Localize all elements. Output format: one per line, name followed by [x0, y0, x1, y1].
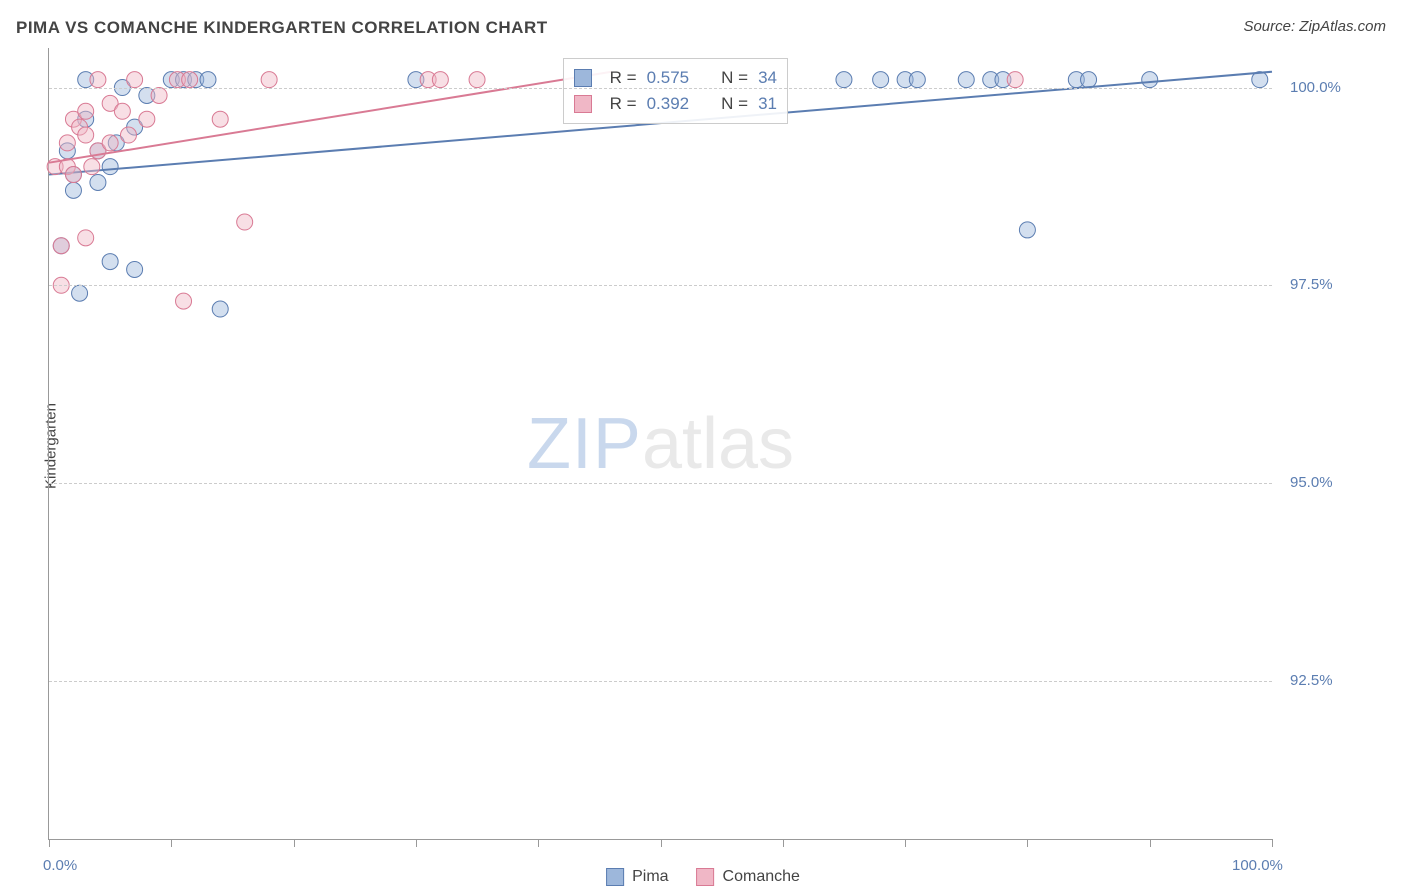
- legend-swatch-icon: [574, 95, 592, 113]
- data-point: [127, 72, 143, 88]
- x-tick-label: 0.0%: [43, 857, 77, 874]
- stats-r-value: 0.392: [647, 94, 690, 114]
- x-tick: [538, 839, 539, 847]
- grid-line: [49, 88, 1272, 89]
- data-point: [212, 301, 228, 317]
- x-tick: [171, 839, 172, 847]
- stats-n-value: 31: [758, 94, 777, 114]
- x-tick: [49, 839, 50, 847]
- stats-r-label: R =: [610, 68, 637, 88]
- stats-n-label: N =: [721, 68, 748, 88]
- y-tick-label: 97.5%: [1290, 276, 1333, 293]
- source-label: Source: ZipAtlas.com: [1243, 18, 1386, 35]
- x-tick: [1272, 839, 1273, 847]
- chart-container: PIMA VS COMANCHE KINDERGARTEN CORRELATIO…: [0, 0, 1406, 892]
- stats-r-value: 0.575: [647, 68, 690, 88]
- data-point: [469, 72, 485, 88]
- y-tick-label: 95.0%: [1290, 474, 1333, 491]
- data-point: [127, 261, 143, 277]
- legend-swatch-icon: [697, 868, 715, 886]
- stats-box: R = 0.575 N = 34 R = 0.392 N = 31: [563, 58, 788, 124]
- data-point: [176, 293, 192, 309]
- data-point: [65, 167, 81, 183]
- stats-r-label: R =: [610, 94, 637, 114]
- data-point: [200, 72, 216, 88]
- data-point: [261, 72, 277, 88]
- data-point: [84, 159, 100, 175]
- grid-line: [49, 681, 1272, 682]
- x-tick: [1027, 839, 1028, 847]
- data-point: [78, 127, 94, 143]
- data-point: [102, 254, 118, 270]
- legend-label: Pima: [632, 868, 668, 885]
- data-point: [65, 182, 81, 198]
- stats-row: R = 0.392 N = 31: [574, 91, 777, 117]
- y-tick-label: 100.0%: [1290, 79, 1341, 96]
- x-tick: [416, 839, 417, 847]
- data-point: [102, 135, 118, 151]
- legend-bottom: Pima Comanche: [606, 868, 800, 886]
- x-tick: [783, 839, 784, 847]
- data-point: [237, 214, 253, 230]
- grid-line: [49, 285, 1272, 286]
- data-point: [873, 72, 889, 88]
- data-point: [432, 72, 448, 88]
- grid-line: [49, 483, 1272, 484]
- data-point: [78, 230, 94, 246]
- data-point: [1019, 222, 1035, 238]
- legend-label: Comanche: [723, 868, 800, 885]
- x-tick-label: 100.0%: [1232, 857, 1283, 874]
- data-point: [182, 72, 198, 88]
- legend-swatch-icon: [574, 69, 592, 87]
- data-point: [1007, 72, 1023, 88]
- legend-item: Comanche: [697, 868, 800, 886]
- legend-swatch-icon: [606, 868, 624, 886]
- x-tick: [1150, 839, 1151, 847]
- data-point: [78, 103, 94, 119]
- data-point: [151, 87, 167, 103]
- stats-n-value: 34: [758, 68, 777, 88]
- data-point: [72, 285, 88, 301]
- x-tick: [661, 839, 662, 847]
- data-point: [90, 174, 106, 190]
- x-tick: [905, 839, 906, 847]
- chart-title: PIMA VS COMANCHE KINDERGARTEN CORRELATIO…: [16, 18, 548, 38]
- data-point: [114, 103, 130, 119]
- plot-area: ZIPatlas R =0.575N =34R =0.392N =31 92.5…: [48, 48, 1272, 840]
- data-point: [53, 238, 69, 254]
- data-point: [59, 135, 75, 151]
- data-point: [90, 72, 106, 88]
- y-tick-label: 92.5%: [1290, 672, 1333, 689]
- data-point: [836, 72, 852, 88]
- legend-item: Pima: [606, 868, 668, 886]
- data-point: [1081, 72, 1097, 88]
- data-point: [1142, 72, 1158, 88]
- stats-n-label: N =: [721, 94, 748, 114]
- data-point: [120, 127, 136, 143]
- data-point: [909, 72, 925, 88]
- data-point: [212, 111, 228, 127]
- x-tick: [294, 839, 295, 847]
- data-point: [139, 111, 155, 127]
- data-point: [958, 72, 974, 88]
- plot-svg: [49, 48, 1272, 839]
- data-point: [102, 159, 118, 175]
